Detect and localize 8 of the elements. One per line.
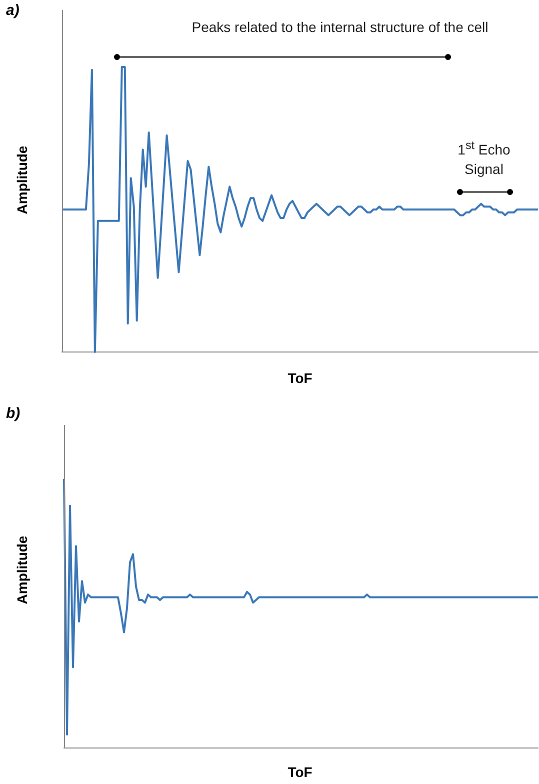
y-axis-title: Amplitude	[14, 146, 30, 214]
x-axis-title: ToF	[288, 370, 312, 386]
annotation: 1$^{st}$ Echo Signal	[456, 138, 512, 179]
x-axis-title: ToF	[288, 764, 312, 780]
text: Peaks related to the internal structure of the cell	[190, 18, 490, 37]
y-axis-title: Amplitude	[14, 536, 30, 604]
chart-title: a)	[6, 2, 20, 19]
chart-title: b)	[6, 405, 20, 422]
